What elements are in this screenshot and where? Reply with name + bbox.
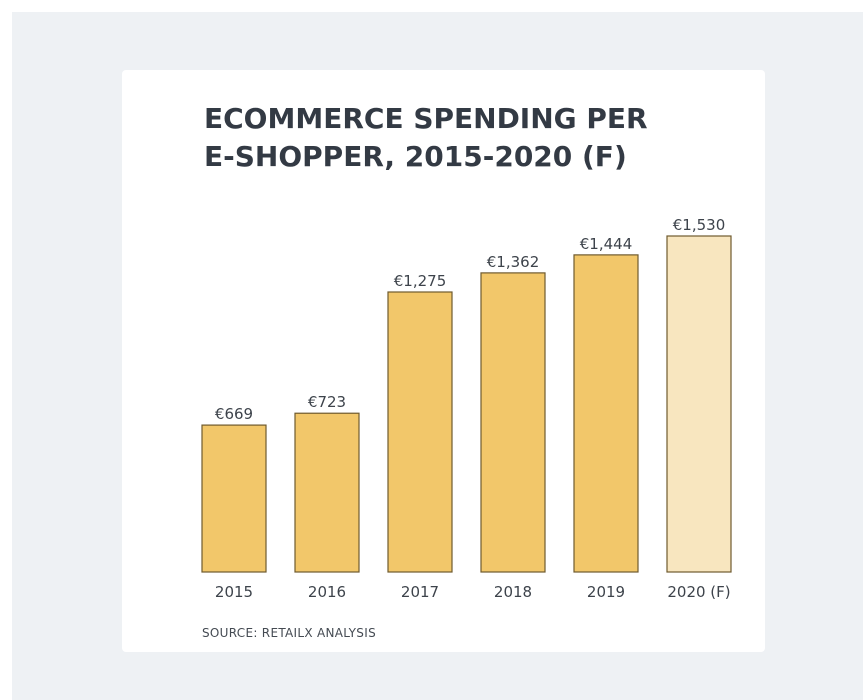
category-label: 2015 xyxy=(215,583,253,601)
bar-2018 xyxy=(480,272,546,573)
value-label: €669 xyxy=(215,405,253,423)
chart-card: ECOMMERCE SPENDING PER E-SHOPPER, 2015-2… xyxy=(122,70,765,652)
chart-title-line-2: E-SHOPPER, 2015-2020 (F) xyxy=(204,140,627,173)
category-label: 2019 xyxy=(587,583,625,601)
category-label: 2020 (F) xyxy=(667,583,730,601)
bar-2019 xyxy=(573,254,639,573)
bar-chart: €669 2015 €723 2016 €1,275 2017 €1,362 2018 €1,4… xyxy=(201,216,732,601)
value-label: €1,530 xyxy=(673,216,726,234)
value-label: €723 xyxy=(308,393,346,411)
chart-title: ECOMMERCE SPENDING PER E-SHOPPER, 2015-2… xyxy=(204,100,724,176)
value-label: €1,362 xyxy=(487,253,540,271)
bar-2016 xyxy=(294,412,360,573)
category-label: 2018 xyxy=(494,583,532,601)
category-label: 2017 xyxy=(401,583,439,601)
chart-title-line-1: ECOMMERCE SPENDING PER xyxy=(204,102,648,135)
bar-2017 xyxy=(387,291,453,573)
bar-2015 xyxy=(201,424,267,573)
bar-2020-f xyxy=(666,235,732,573)
source-note: SOURCE: RETAILX ANALYSIS xyxy=(202,626,376,640)
value-label: €1,444 xyxy=(580,235,633,253)
category-label: 2016 xyxy=(308,583,346,601)
value-label: €1,275 xyxy=(394,272,447,290)
